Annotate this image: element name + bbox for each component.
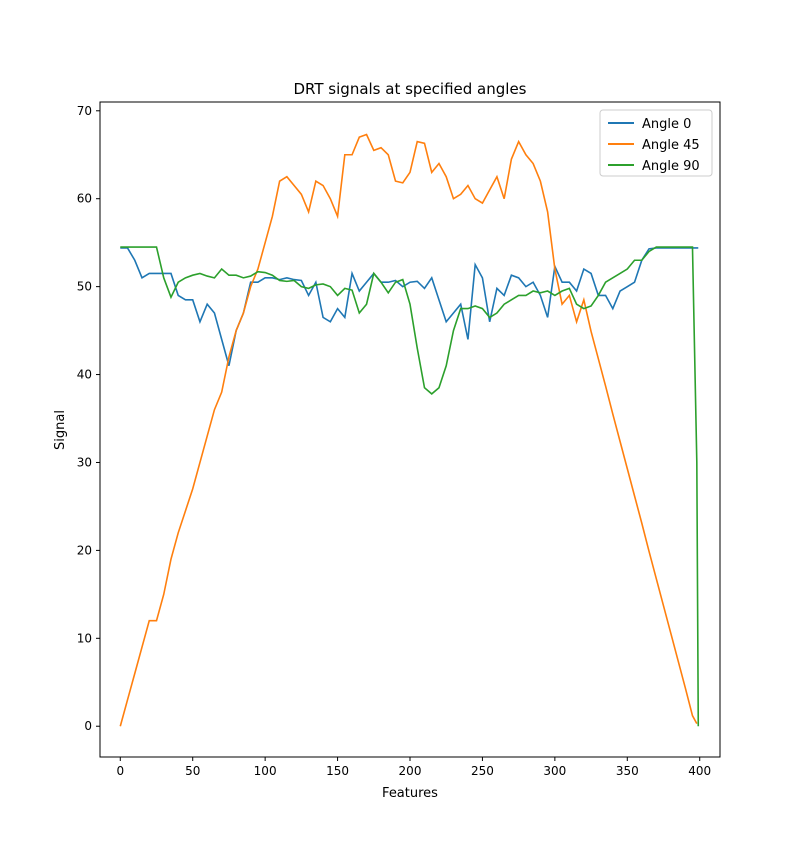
legend-label: Angle 90 <box>642 159 700 174</box>
plot-frame <box>99 101 721 758</box>
x-tick-label: 50 <box>185 764 200 778</box>
x-tick-label: 200 <box>399 764 422 778</box>
legend-box <box>599 109 713 177</box>
y-tick-label: 30 <box>77 455 92 469</box>
legend-label: Angle 45 <box>642 138 700 153</box>
x-tick-label: 350 <box>616 764 639 778</box>
x-tick-label: 0 <box>116 764 124 778</box>
y-tick-label: 20 <box>77 543 92 557</box>
legend-label: Angle 0 <box>642 117 691 132</box>
series-line <box>120 246 700 727</box>
x-tick-label: 100 <box>254 764 277 778</box>
x-axis-label: Features <box>382 786 438 801</box>
y-axis-label: Signal <box>53 410 68 450</box>
x-tick-label: 300 <box>543 764 566 778</box>
series-line <box>120 247 699 366</box>
series-line <box>119 133 698 727</box>
x-tick-label: 400 <box>688 764 711 778</box>
x-tick-label: 150 <box>326 764 349 778</box>
chart-title: DRT signals at specified angles <box>294 80 527 98</box>
y-tick-label: 60 <box>77 192 92 206</box>
y-tick-label: 50 <box>77 280 92 294</box>
y-tick-label: 40 <box>77 368 92 382</box>
y-tick-label: 70 <box>77 104 92 118</box>
x-tick-label: 250 <box>471 764 494 778</box>
y-tick-label: 0 <box>84 719 92 733</box>
y-tick-label: 10 <box>77 631 92 645</box>
